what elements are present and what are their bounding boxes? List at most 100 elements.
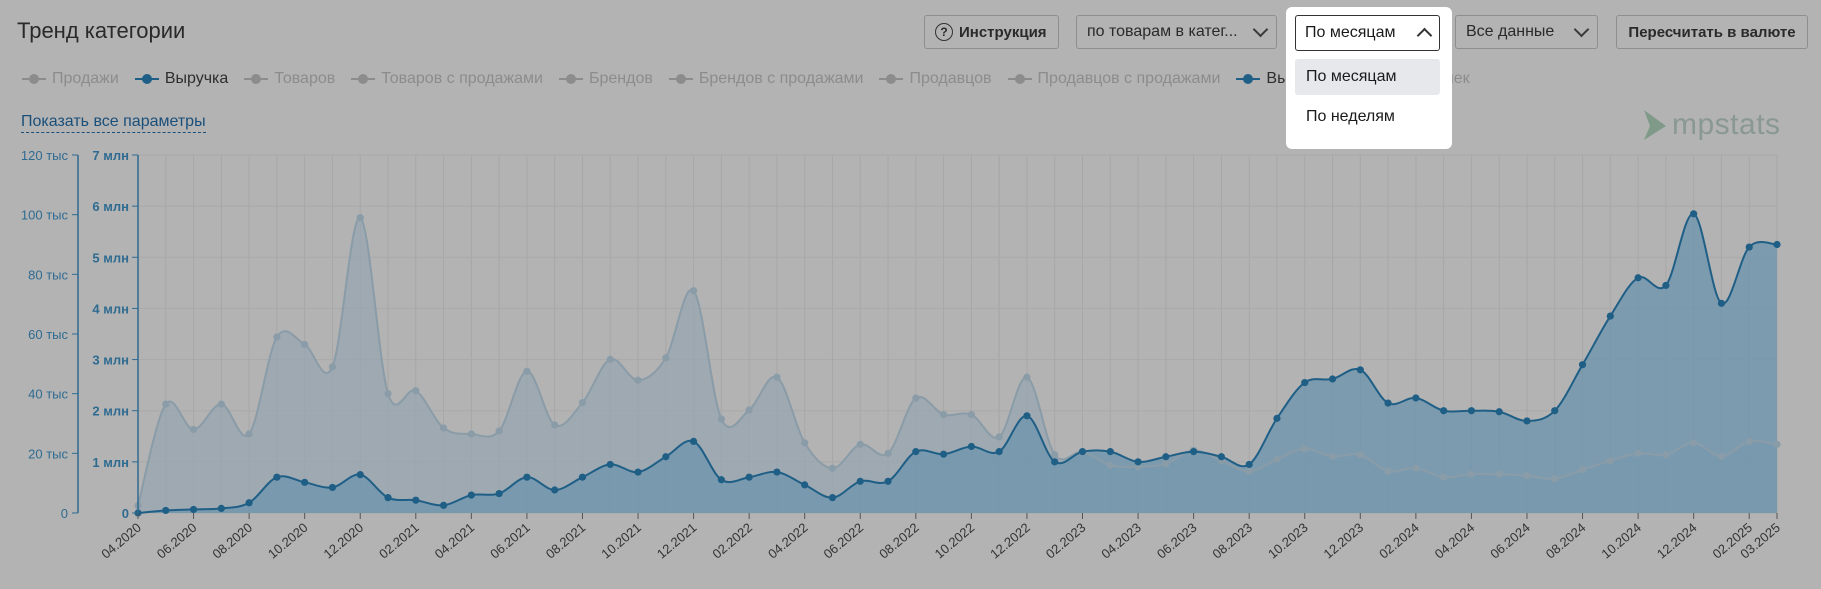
revenue-point xyxy=(356,471,364,479)
revenue-point xyxy=(634,468,642,476)
sales-point xyxy=(1495,470,1503,478)
recalc-label: Пересчитать в валюте xyxy=(1628,23,1796,41)
chart-areas xyxy=(138,213,1777,513)
sales-point xyxy=(578,399,587,407)
revenue-point xyxy=(689,437,698,445)
legend-item-sellers-with-sales[interactable]: Продавцов с продажами xyxy=(1007,70,1220,88)
sales-point xyxy=(1356,451,1364,459)
revenue-point xyxy=(495,489,503,498)
legend-label: Брендов xyxy=(588,70,653,87)
revenue-point xyxy=(1245,460,1253,469)
period-dropdown: По месяцам По месяцам По неделям xyxy=(1286,7,1452,149)
revenue-point xyxy=(467,491,475,499)
legend-marker-icon xyxy=(558,73,583,85)
right-axis-tick-label: 5 млн xyxy=(92,250,129,265)
revenue-point xyxy=(1384,399,1392,407)
page-title: Тренд категории xyxy=(17,18,186,43)
sales-area xyxy=(138,217,1777,513)
sales-point xyxy=(856,440,864,448)
revenue-point xyxy=(523,473,531,481)
sales-point xyxy=(1634,449,1642,457)
range-select[interactable]: Все данные xyxy=(1455,15,1598,49)
revenue-point xyxy=(606,460,614,469)
revenue-point xyxy=(1523,417,1531,425)
chart-points xyxy=(134,210,1781,517)
show-all-params-link[interactable]: Показать все параметры xyxy=(21,113,206,133)
legend-marker-icon xyxy=(668,73,693,85)
sales-point xyxy=(1162,460,1170,468)
legend-item-brands[interactable]: Брендов xyxy=(558,70,653,88)
left-axis-tick-label: 80 тыс xyxy=(28,267,68,282)
revenue-point xyxy=(1134,458,1142,466)
sales-point xyxy=(328,363,337,371)
x-axis-tick-label: 02.2022 xyxy=(709,520,755,562)
revenue-point xyxy=(1051,458,1059,466)
revenue-point xyxy=(439,501,448,509)
revenue-point xyxy=(884,477,892,485)
legend-marker-icon xyxy=(1236,73,1261,85)
recalc-currency-button[interactable]: Пересчитать в валюте xyxy=(1616,15,1808,49)
x-axis-tick-label: 12.2020 xyxy=(321,520,367,562)
right-axis-tick-label: 2 млн xyxy=(92,404,129,419)
legend-marker-icon xyxy=(22,73,46,85)
revenue-point xyxy=(1023,412,1031,420)
legend-item-products-with-sales[interactable]: Товаров с продажами xyxy=(351,70,543,88)
revenue-point xyxy=(412,496,420,504)
legend-marker-icon xyxy=(879,73,904,85)
mpstats-logo: mpstats xyxy=(1644,108,1781,142)
instruction-label: Инструкция xyxy=(959,23,1047,41)
revenue-point xyxy=(717,476,725,484)
sales-point xyxy=(1245,467,1253,475)
x-axis-tick-label: 10.2023 xyxy=(1265,520,1311,562)
instruction-button[interactable]: ? Инструкция xyxy=(924,15,1059,49)
period-select-value: По месяцам xyxy=(1305,24,1396,41)
sales-point xyxy=(1523,472,1531,480)
sales-point xyxy=(1578,466,1587,474)
right-axis-tick-label: 1 млн xyxy=(92,455,129,470)
revenue-point xyxy=(773,468,781,476)
sales-point xyxy=(1717,452,1726,460)
x-axis-tick-label: 10.2020 xyxy=(265,520,311,562)
sales-point xyxy=(1440,473,1448,481)
period-select[interactable]: По месяцам xyxy=(1295,15,1440,51)
sales-point xyxy=(662,354,670,362)
sales-point xyxy=(1606,457,1614,465)
x-axis-tick-label: 08.2024 xyxy=(1543,520,1589,562)
legend-item-sellers[interactable]: Продавцов xyxy=(879,70,992,88)
revenue-point xyxy=(551,486,559,494)
left-axis-tick-label: 0 xyxy=(61,506,68,521)
x-axis-tick-label: 04.2020 xyxy=(98,520,144,562)
sales-point xyxy=(1467,470,1476,478)
legend-label: Продажи xyxy=(52,70,119,87)
mode-select[interactable]: по товарам в катег... xyxy=(1076,15,1277,49)
legend-item-revenue[interactable]: Выручка xyxy=(134,70,228,88)
sales-point xyxy=(1023,373,1031,381)
legend-label: Товаров с продажами xyxy=(381,70,543,87)
revenue-area xyxy=(138,213,1777,513)
revenue-point xyxy=(162,506,170,515)
sales-point xyxy=(356,214,364,222)
revenue-point xyxy=(856,477,864,485)
x-axis-tick-label: 04.2021 xyxy=(432,520,478,562)
revenue-point xyxy=(384,494,392,502)
sales-point xyxy=(467,430,475,438)
period-option-week[interactable]: По неделям xyxy=(1306,108,1395,125)
sales-point xyxy=(1301,445,1309,453)
sales-point xyxy=(439,424,448,432)
x-axis-tick-label: 06.2021 xyxy=(487,520,533,562)
legend-item-products[interactable]: Товаров xyxy=(244,70,335,88)
sales-point xyxy=(773,373,781,381)
sales-point xyxy=(523,367,531,375)
x-axis-tick-label: 02.2024 xyxy=(1376,520,1422,562)
period-option-month[interactable]: По месяцам xyxy=(1295,59,1440,95)
sales-point xyxy=(189,425,198,434)
right-axis-tick-label: 4 млн xyxy=(92,301,129,316)
x-axis-tick-label: 04.2022 xyxy=(765,520,811,562)
revenue-point xyxy=(801,481,809,489)
revenue-point xyxy=(1273,414,1281,422)
revenue-point xyxy=(1662,281,1670,290)
legend-item-brands-with-sales[interactable]: Брендов с продажами xyxy=(668,70,863,88)
sales-point xyxy=(1051,451,1059,459)
legend-marker-icon xyxy=(1007,73,1032,85)
legend-item-sales[interactable]: Продажи xyxy=(22,70,119,88)
